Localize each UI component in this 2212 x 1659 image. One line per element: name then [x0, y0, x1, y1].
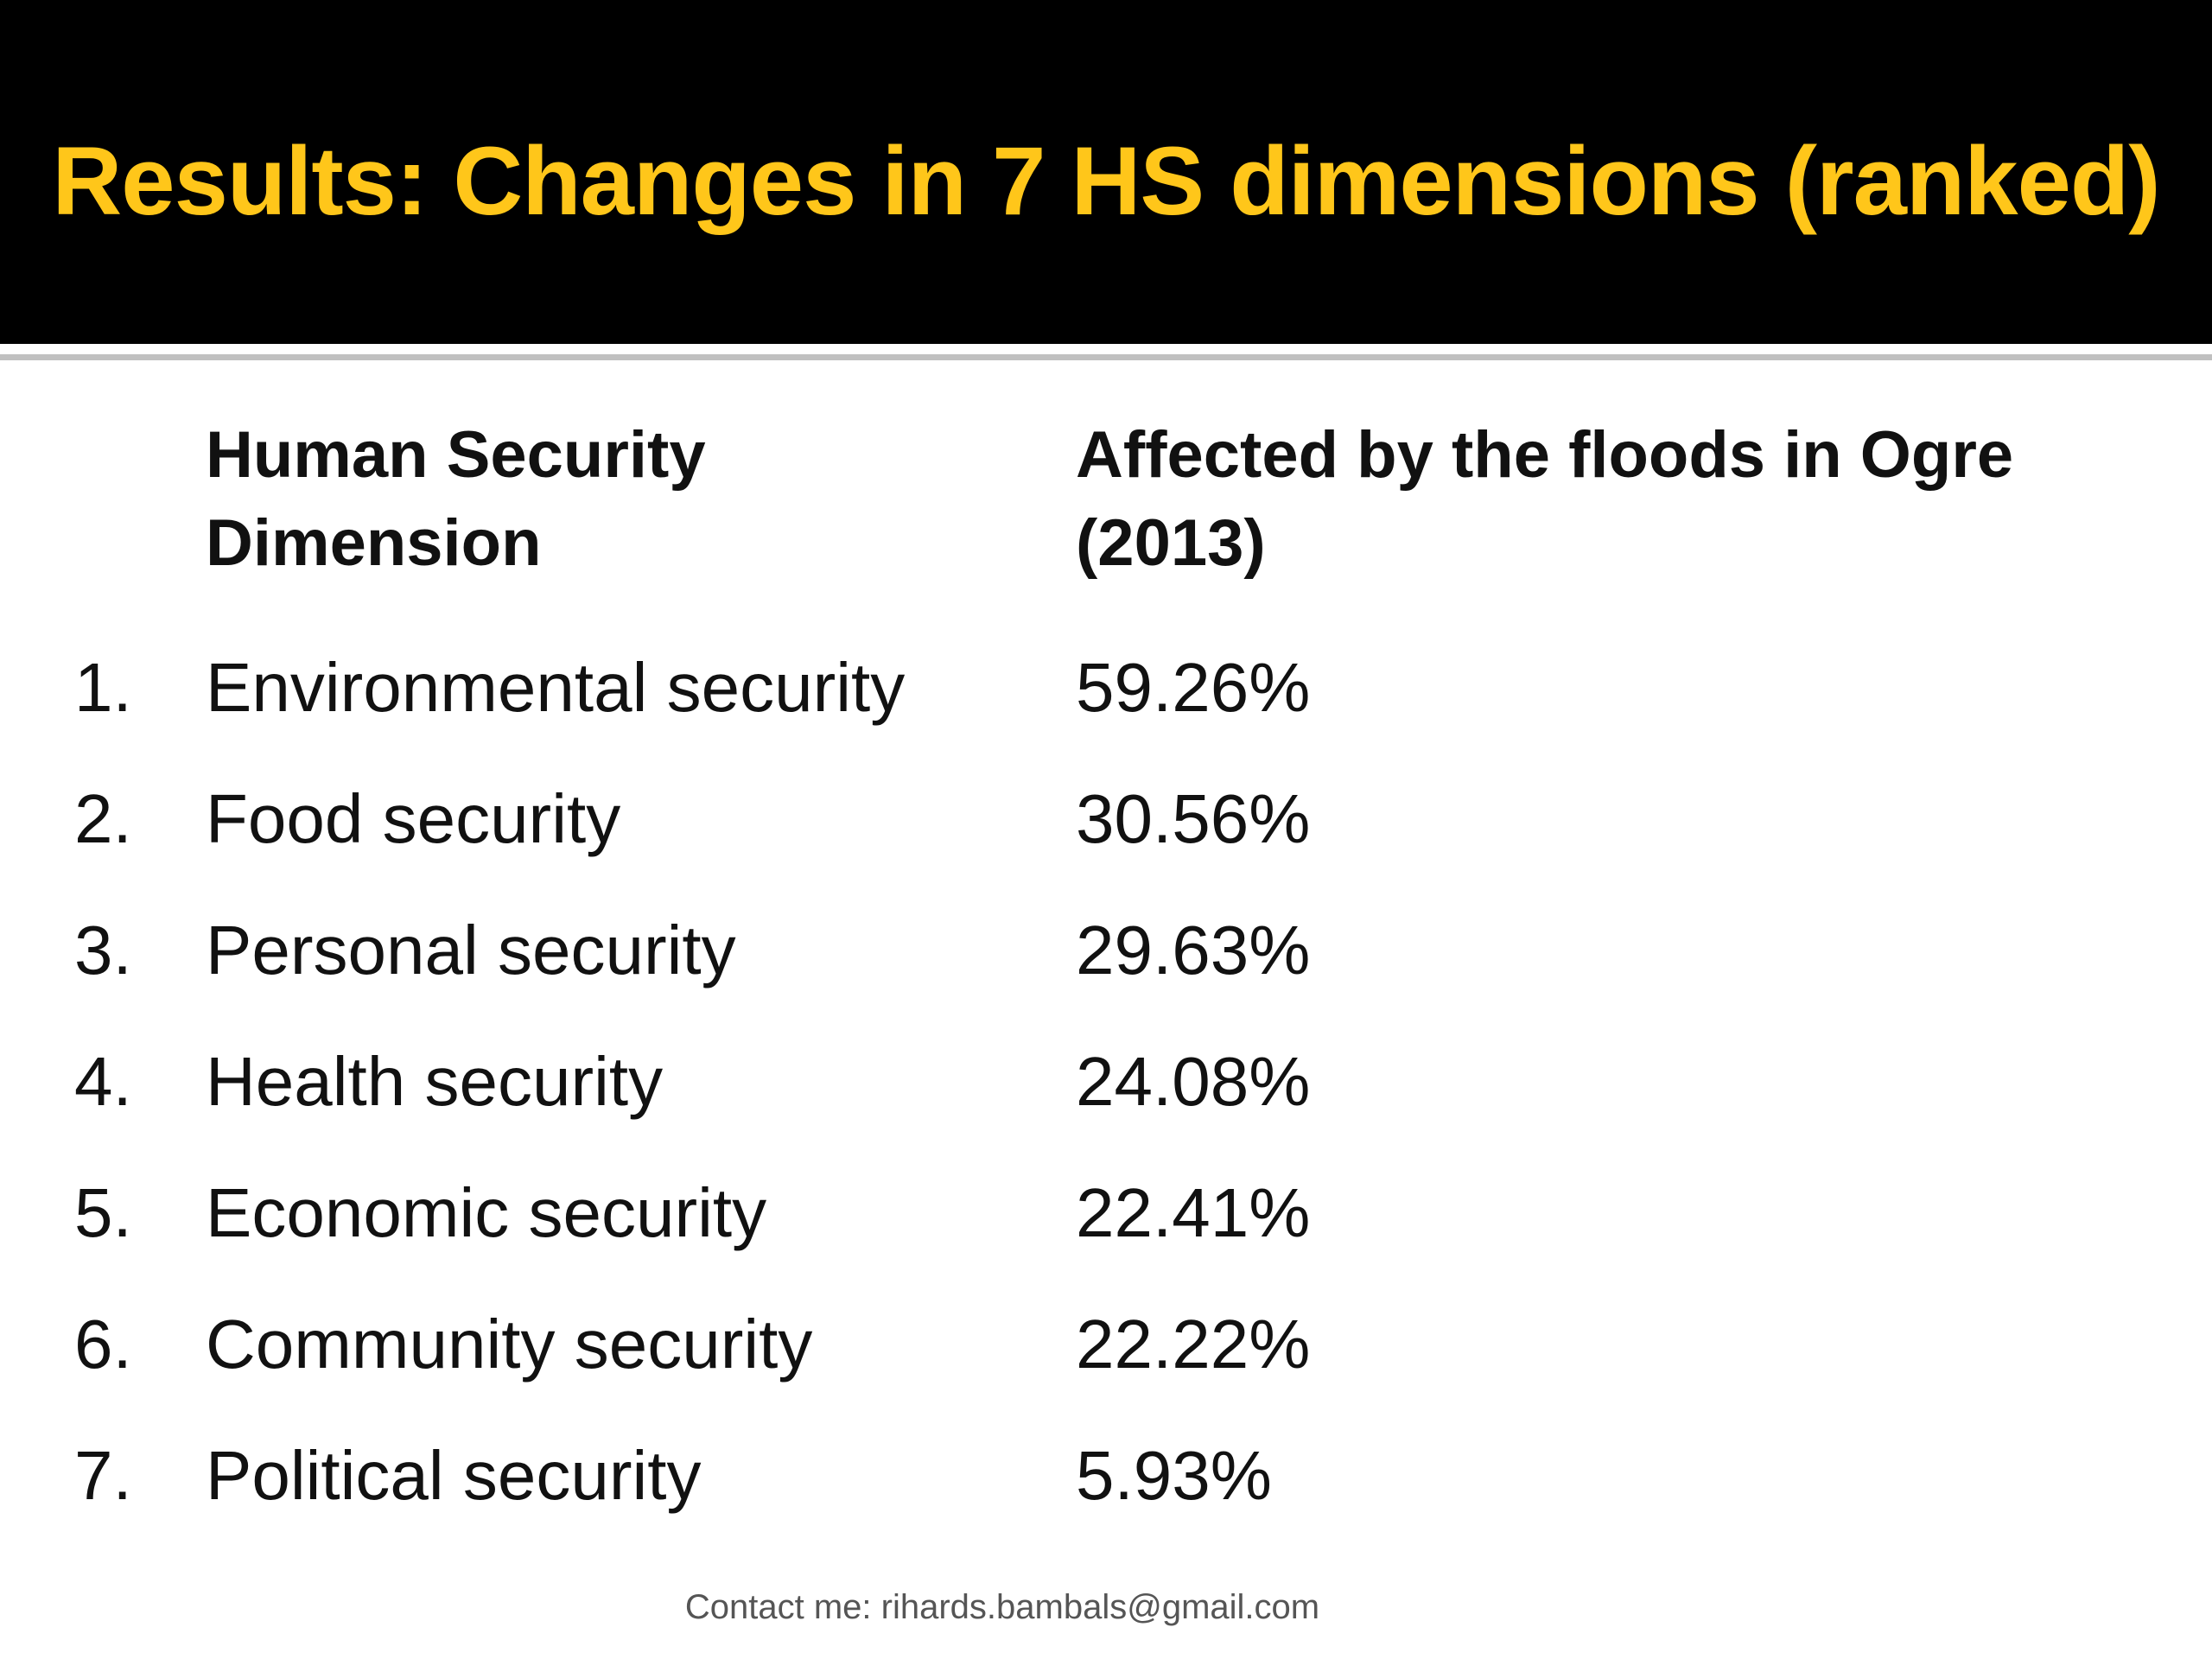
row-value: 22.22% — [1076, 1306, 1311, 1382]
row-rank: 1. — [74, 649, 132, 726]
row-value: 5.93% — [1076, 1437, 1272, 1514]
row-rank: 3. — [74, 912, 132, 988]
row-dimension: Personal security — [206, 912, 736, 988]
row-dimension: Food security — [206, 780, 621, 857]
row-value: 29.63% — [1076, 912, 1311, 988]
row-rank: 5. — [74, 1174, 132, 1251]
column-header-dimension-line1: Human Security — [206, 418, 706, 492]
row-rank: 2. — [74, 780, 132, 857]
column-header-affected: Affected by the floods in Ogre (2013) — [1076, 411, 2156, 588]
column-header-affected-line1: Affected by the floods in Ogre — [1076, 418, 2014, 492]
slide-title: Results: Changes in 7 HS dimensions (ran… — [52, 126, 2160, 235]
table-row: 3. Personal security 29.63% — [0, 885, 2212, 1016]
column-header-affected-line2: (2013) — [1076, 506, 1266, 580]
table-row: 6. Community security 22.22% — [0, 1279, 2212, 1410]
row-dimension: Political security — [206, 1437, 702, 1514]
contact-footer: Contact me: rihards.bambals@gmail.com — [684, 1588, 1320, 1626]
column-header-dimension-line2: Dimension — [206, 506, 542, 580]
title-bar: Results: Changes in 7 HS dimensions (ran… — [0, 0, 2212, 344]
table-row: 7. Political security 5.93% — [0, 1410, 2212, 1541]
row-value: 30.56% — [1076, 780, 1311, 857]
row-value: 22.41% — [1076, 1174, 1311, 1251]
table-row: 2. Food security 30.56% — [0, 753, 2212, 885]
table-row: 5. Economic security 22.41% — [0, 1147, 2212, 1279]
row-dimension: Economic security — [206, 1174, 767, 1251]
title-divider — [0, 354, 2212, 360]
row-dimension: Health security — [206, 1043, 664, 1120]
table-row: 1. Environmental security 59.26% — [0, 622, 2212, 753]
row-value: 24.08% — [1076, 1043, 1311, 1120]
row-dimension: Community security — [206, 1306, 813, 1382]
row-rank: 7. — [74, 1437, 132, 1514]
column-header-dimension: Human Security Dimension — [206, 411, 983, 588]
table-row: 4. Health security 24.08% — [0, 1016, 2212, 1147]
row-rank: 4. — [74, 1043, 132, 1120]
row-value: 59.26% — [1076, 649, 1311, 726]
row-dimension: Environmental security — [206, 649, 906, 726]
row-rank: 6. — [74, 1306, 132, 1382]
